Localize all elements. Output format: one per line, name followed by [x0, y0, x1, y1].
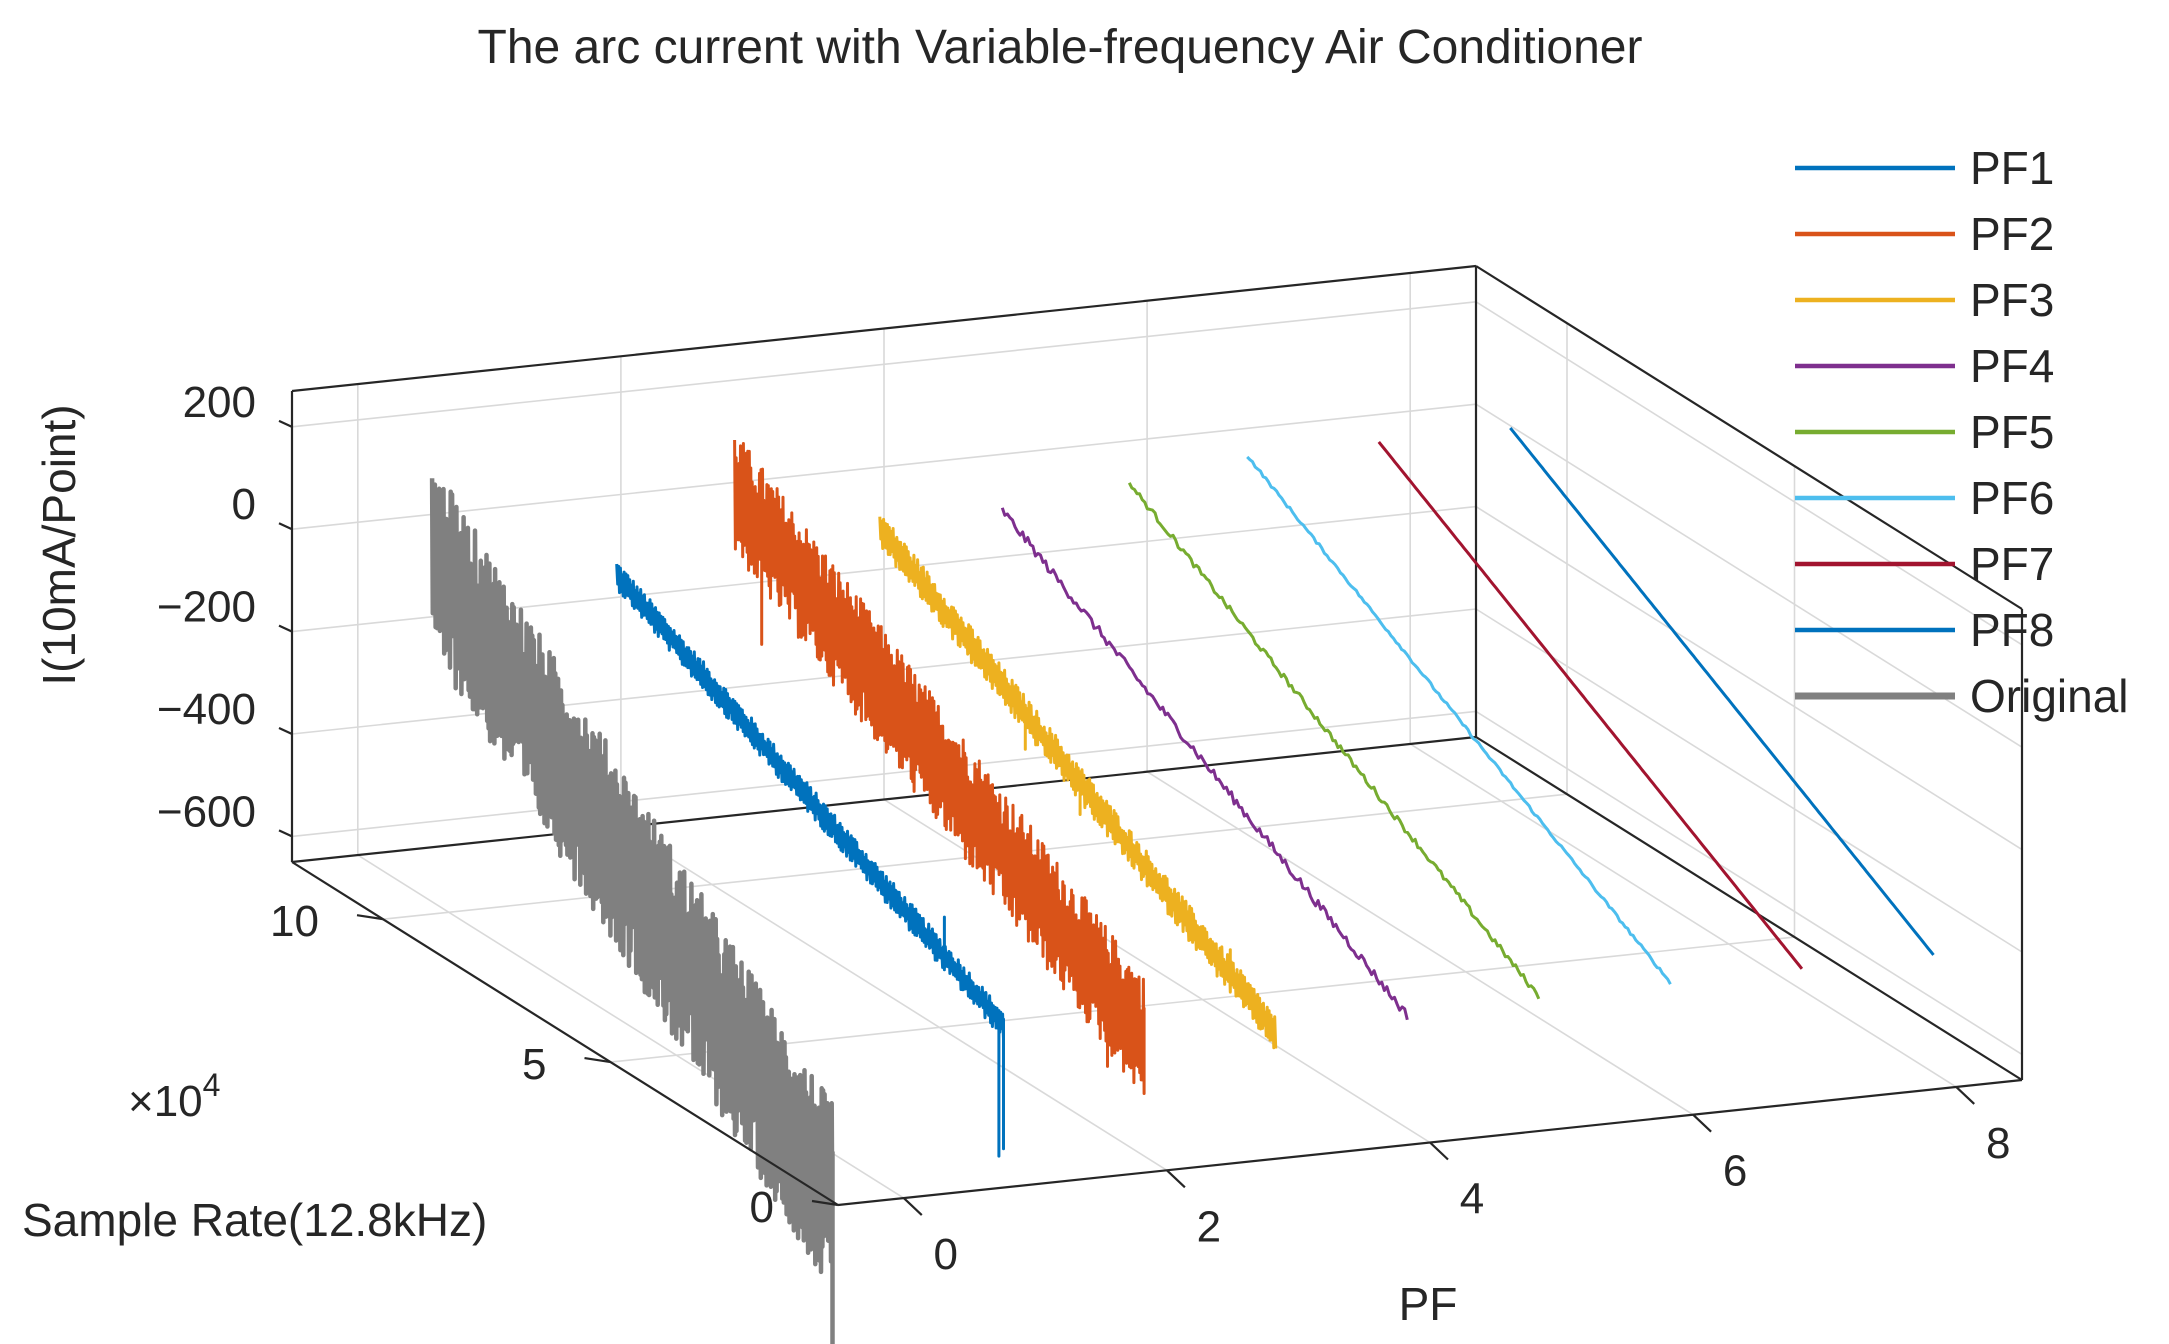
legend-item-original: Original [1795, 670, 2129, 722]
x-tick-mark [1429, 1141, 1449, 1161]
axes-box-back [290, 264, 2024, 1081]
z-tick-mark [278, 829, 293, 838]
chart-title: The arc current with Variable-frequency … [478, 21, 1643, 74]
y-tick-mark [356, 914, 384, 921]
x-tick-label: 4 [1460, 1175, 1484, 1224]
z-tick-label: −400 [157, 685, 256, 734]
x-tick-mark [903, 1197, 923, 1216]
series-line-original [429, 478, 835, 1344]
x-tick-label: 6 [1723, 1147, 1747, 1196]
legend-label: PF4 [1970, 340, 2054, 392]
z-tick-mark [278, 727, 293, 736]
box-edge [291, 735, 1477, 864]
z-tick-mark [278, 419, 293, 428]
series-line-pf5 [1127, 482, 1541, 1000]
series-line-pf4 [1000, 507, 1409, 1021]
series-original [429, 478, 835, 1344]
legend-label: PF6 [1970, 472, 2054, 524]
legend-item-pf1: PF1 [1795, 142, 2054, 194]
y-axis-multiplier: ×104 [128, 1067, 220, 1126]
box-edge [1475, 265, 2023, 610]
y-multiplier-base: ×10 [128, 1077, 203, 1126]
grid-line-floor-y [610, 936, 1795, 1063]
z-axis-ticks: 200 0 −200 −400 −600 [157, 378, 293, 838]
x-axis-ticks: 0 2 4 6 8 [903, 1086, 2010, 1279]
series-line-pf3 [878, 516, 1278, 1050]
legend-label: PF8 [1970, 604, 2054, 656]
grid-line-back-z [291, 710, 1477, 838]
legend-label: PF2 [1970, 208, 2054, 260]
series-pf6 [1246, 455, 1672, 985]
series-line-pf6 [1246, 455, 1672, 985]
y-axis-ticks: 0 5 10 [270, 897, 839, 1232]
x-tick-mark [1955, 1086, 1975, 1105]
legend: PF1 PF2 PF3 PF4 PF5 PF6 PF7 PF8 Original [1795, 142, 2129, 722]
grid-line-floor-x [1409, 743, 1957, 1088]
grid-line-side-z [1475, 608, 2023, 953]
z-tick-label: −600 [157, 787, 256, 836]
x-tick-mark [1166, 1169, 1186, 1189]
box-edge [1475, 736, 2023, 1081]
series-pf3 [878, 516, 1278, 1050]
legend-item-pf6: PF6 [1795, 472, 2054, 524]
axes-box-front [291, 861, 2023, 1207]
legend-label: PF3 [1970, 274, 2054, 326]
grid-line-floor-y [382, 793, 1568, 920]
legend-label: PF7 [1970, 538, 2054, 590]
series-line-pf1 [615, 563, 1005, 1158]
legend-item-pf3: PF3 [1795, 274, 2054, 326]
box-edge [291, 264, 1477, 393]
series-line-pf8 [1509, 427, 1935, 956]
y-multiplier-exponent: 4 [203, 1067, 221, 1103]
z-tick-label: 200 [183, 378, 256, 427]
y-tick-label: 0 [750, 1183, 774, 1232]
z-tick-label: −200 [157, 583, 256, 632]
y-tick-label: 10 [270, 897, 319, 946]
grid-line-back-z [291, 403, 1477, 530]
series-pf5 [1127, 482, 1541, 1000]
y-tick-mark [811, 1199, 839, 1207]
grid-line-side-z [1475, 301, 2023, 646]
z-axis-label: I(10mA/Point) [33, 404, 85, 685]
y-axis-label: Sample Rate(12.8kHz) [22, 1194, 487, 1246]
legend-item-pf4: PF4 [1795, 340, 2054, 392]
y-tick-label: 5 [522, 1040, 546, 1089]
z-tick-mark [278, 624, 293, 633]
grid-line-side-z [1475, 710, 2023, 1056]
legend-item-pf8: PF8 [1795, 604, 2054, 656]
series-layer [429, 427, 1935, 1344]
grid-line-back-z [291, 301, 1477, 428]
z-tick-label: 0 [232, 480, 256, 529]
x-tick-mark [1692, 1113, 1712, 1133]
svg-text:×104: ×104 [128, 1067, 220, 1126]
series-line-pf7 [1377, 440, 1804, 970]
series-pf1 [615, 563, 1005, 1158]
series-pf4 [1000, 507, 1409, 1021]
y-tick-mark [584, 1056, 611, 1064]
x-tick-label: 8 [1986, 1119, 2010, 1168]
series-pf7 [1377, 440, 1804, 970]
legend-item-pf2: PF2 [1795, 208, 2054, 260]
grid-line-side-z [1475, 505, 2023, 851]
series-pf8 [1509, 427, 1935, 956]
legend-label: PF5 [1970, 406, 2054, 458]
x-tick-label: 2 [1197, 1202, 1221, 1251]
x-tick-label: 0 [934, 1230, 958, 1279]
x-axis-label: PF [1399, 1278, 1458, 1330]
grid-line-side-z [1475, 403, 2023, 748]
series-line-pf2 [733, 439, 1146, 1095]
legend-label: PF1 [1970, 142, 2054, 194]
series-pf2 [733, 439, 1146, 1095]
legend-label: Original [1970, 670, 2129, 722]
legend-item-pf5: PF5 [1795, 406, 2054, 458]
z-tick-mark [278, 522, 293, 531]
legend-item-pf7: PF7 [1795, 538, 2054, 590]
